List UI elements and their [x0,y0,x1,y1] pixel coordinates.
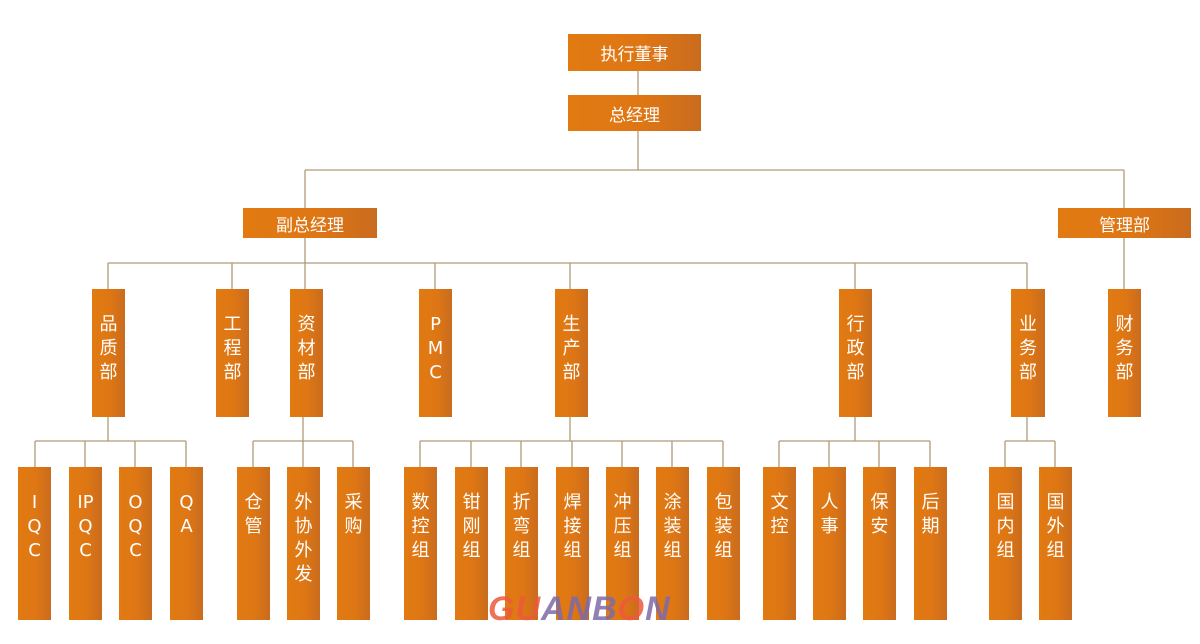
node-welding-group: 焊接组 [556,467,589,620]
node-label: 行政部 [846,314,865,383]
logo-gear-o: O [617,590,646,628]
node-bending-group: 折弯组 [505,467,538,620]
node-label: PMC [427,314,444,383]
node-label: 折弯组 [512,492,531,561]
node-label: 焊接组 [563,492,582,561]
node-label: IQC [27,492,42,561]
node-label: OQC [128,492,143,561]
node-qa: QA [170,467,203,620]
node-label: 资材部 [297,314,316,383]
guanbon-logo-watermark: GUANBON [488,590,671,629]
node-label: 数控组 [411,492,430,561]
node-cnc-group: 数控组 [404,467,437,620]
node-label: 品质部 [99,314,118,383]
node-label: 总经理 [609,105,660,126]
node-logistics: 后期 [914,467,947,620]
node-label: 执行董事 [600,45,669,65]
node-purchasing: 采购 [337,467,370,620]
node-label: 包装组 [714,492,733,561]
node-label: 采购 [344,492,363,537]
node-packing-group: 包装组 [707,467,740,620]
node-stamping-group: 冲压组 [606,467,639,620]
node-finance-dept: 财务部 [1108,289,1141,417]
node-label: 外协外发 [294,492,313,585]
node-label: 后期 [921,492,940,537]
node-label: 人事 [820,492,839,537]
node-label: 涂装组 [663,492,682,561]
node-label: 副总经理 [276,215,344,236]
node-iqc: IQC [18,467,51,620]
node-security: 保安 [863,467,896,620]
node-label: 生产部 [562,314,581,383]
node-label: QA [179,492,194,537]
node-outsourcing: 外协外发 [287,467,320,620]
node-label: 保安 [870,492,889,537]
node-label: 冲压组 [613,492,632,561]
node-label: 国内组 [996,492,1015,561]
node-label: 文控 [770,492,789,537]
node-hr: 人事 [813,467,846,620]
node-ceo: 执行董事 [568,34,701,71]
node-label: 钳刚组 [462,492,481,561]
logo-text: ANB [541,590,618,628]
node-label: 管理部 [1099,215,1150,236]
node-label: 业务部 [1019,314,1037,383]
logo-text: GU [488,590,541,628]
node-document-control: 文控 [763,467,796,620]
node-label: IPQC [77,492,94,561]
node-fitter-group: 钳刚组 [455,467,488,620]
node-materials-dept: 资材部 [290,289,323,417]
node-ipqc: IPQC [69,467,102,620]
logo-text: N [645,590,671,628]
node-general-manager: 总经理 [568,95,701,131]
node-label: 仓管 [244,492,263,537]
node-sales-dept: 业务部 [1011,289,1045,417]
node-label: 国外组 [1046,492,1065,561]
node-coating-group: 涂装组 [656,467,689,620]
node-admin-dept: 行政部 [839,289,872,417]
node-oqc: OQC [119,467,152,620]
node-quality-dept: 品质部 [92,289,125,417]
node-engineering-dept: 工程部 [216,289,249,417]
node-management-dept: 管理部 [1058,208,1191,238]
node-warehouse: 仓管 [237,467,270,620]
node-label: 工程部 [223,314,242,383]
node-deputy-gm: 副总经理 [243,208,377,238]
node-domestic-group: 国内组 [989,467,1022,620]
node-production-dept: 生产部 [555,289,588,417]
node-label: 财务部 [1115,314,1134,383]
node-pmc: PMC [419,289,452,417]
node-overseas-group: 国外组 [1039,467,1072,620]
